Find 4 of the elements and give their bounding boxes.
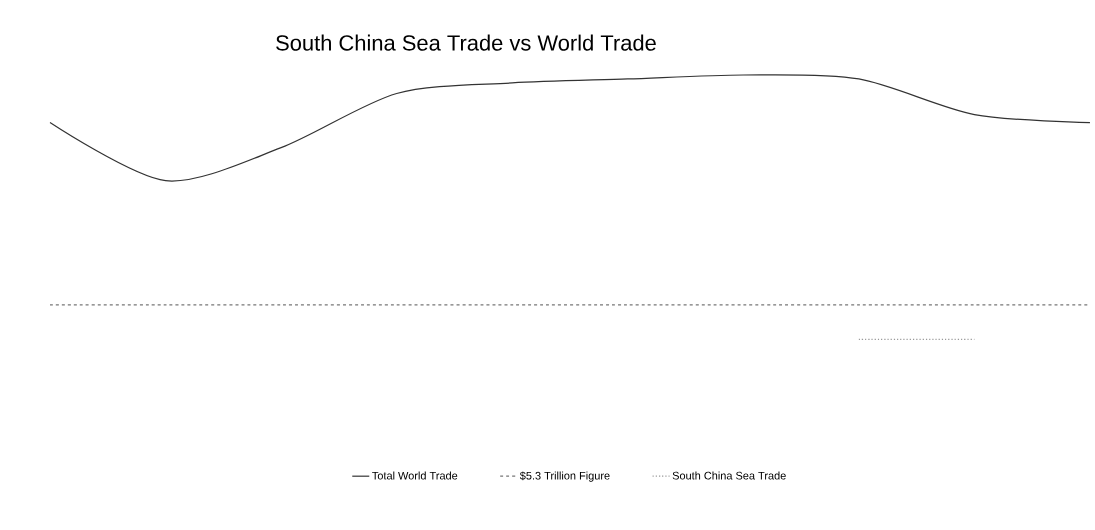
legend-label: Total World Trade bbox=[372, 471, 458, 480]
legend-label: South China Sea Trade bbox=[672, 471, 786, 480]
chart-title: South China Sea Trade vs World Trade bbox=[276, 34, 656, 51]
legend-label: $5.3 Trillion Figure bbox=[519, 471, 610, 482]
